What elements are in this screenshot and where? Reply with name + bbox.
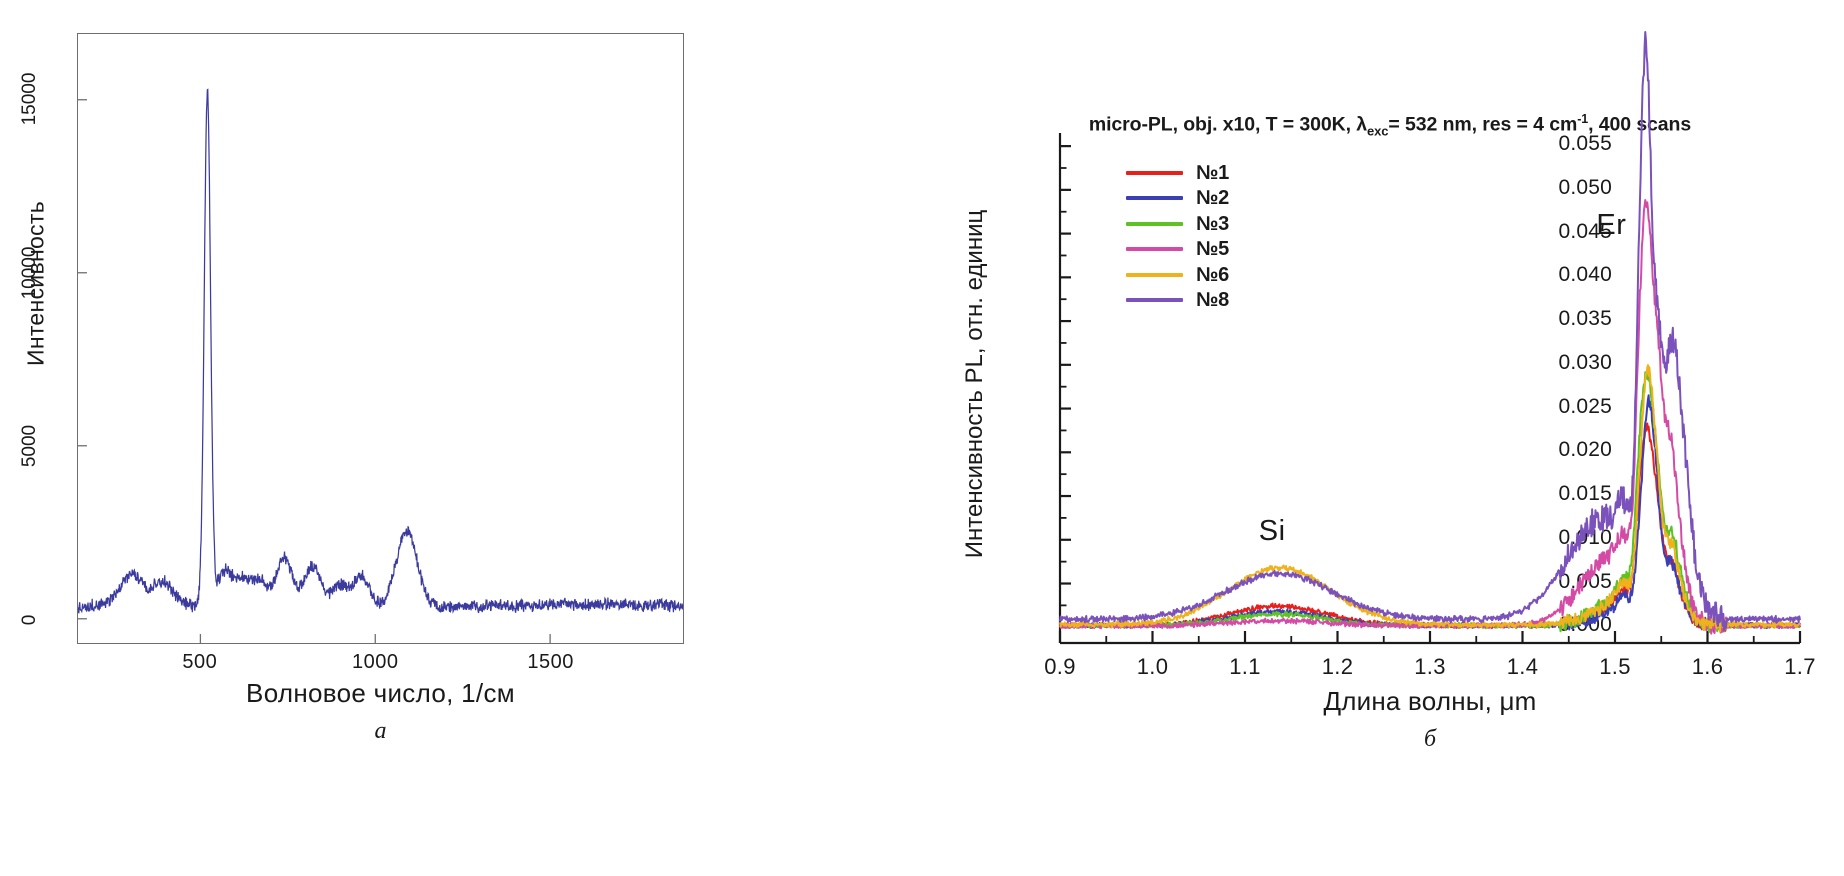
panel-b-xtick-label: 1.3	[1414, 654, 1446, 679]
legend-item[interactable]: №2	[1126, 186, 1229, 212]
legend-item[interactable]: №5	[1126, 237, 1229, 263]
panel-a-raman-curve	[78, 88, 683, 614]
lambda-subscript: exc	[1367, 123, 1389, 139]
panel-b-ytick-label: 0.015	[1558, 482, 1612, 506]
panel-b-ytick-label: 0.035	[1558, 307, 1612, 331]
legend-color-swatch	[1126, 170, 1183, 175]
peak-label-si: Si	[1258, 515, 1286, 548]
panel-b-xtick-label: 0.9	[1044, 654, 1076, 679]
pl-curve-no6	[1059, 364, 1801, 633]
panel-b-ytick-label: 0.005	[1558, 569, 1612, 593]
panel-b-axis-lines	[1058, 133, 1802, 645]
lambda-symbol: λ	[1356, 113, 1368, 136]
legend-item-label: №2	[1196, 187, 1230, 210]
panel-b-xtick-label: 1.4	[1506, 654, 1539, 679]
legend-item[interactable]: №1	[1126, 160, 1229, 186]
panel-a-ytick-label: 10000	[19, 246, 40, 299]
title-part-2: = 532 nm, res = 4 cm	[1388, 113, 1578, 136]
title-part-3: , 400 scans	[1588, 113, 1692, 136]
panel-b-ytick-label: 0.050	[1558, 175, 1612, 199]
panel-b-pl: micro-PL, obj. x10, T = 300K, λexc= 532 …	[830, 0, 1844, 876]
peak-label-er: Er	[1596, 209, 1627, 242]
cm-superscript: -1	[1577, 112, 1589, 126]
legend-item-label: №1	[1196, 161, 1230, 184]
panel-a-axis-ticks	[78, 99, 551, 643]
panel-b-xtick-label: 1.5	[1599, 654, 1631, 679]
panel-b-ytick-label: 0.025	[1558, 394, 1612, 418]
panel-b-xtick-label: 1.7	[1784, 654, 1816, 679]
panel-b-xtick-label: 1.0	[1136, 654, 1169, 679]
panel-b-ylabel: Интенсивность PL, отн. единиц	[961, 209, 988, 559]
pl-curve-no8	[1059, 31, 1801, 632]
title-part-1: micro-PL, obj. x10, T = 300K,	[1088, 113, 1357, 136]
panel-b-xlabel: Длина волны, μm	[1323, 686, 1537, 716]
panel-a-plot-area	[78, 88, 683, 643]
legend-item-label: №6	[1196, 263, 1230, 286]
legend-color-swatch	[1126, 196, 1183, 201]
panel-a-letter: а	[374, 718, 387, 744]
legend-color-swatch	[1126, 272, 1183, 277]
panel-b-plot-frame	[1058, 31, 1802, 645]
panel-b-ytick-label: 0.045	[1558, 219, 1612, 243]
legend-item[interactable]: №3	[1126, 211, 1229, 237]
legend-item-label: №8	[1196, 289, 1230, 312]
panel-b-ytick-label: 0.055	[1558, 132, 1612, 156]
panel-a-xtick-label: 1500	[527, 651, 574, 673]
panel-a-ytick-label: 5000	[19, 424, 40, 468]
panel-a-ytick-label: 15000	[19, 72, 40, 126]
panel-a-plot-frame	[77, 33, 684, 644]
panel-b-series-group	[1059, 31, 1801, 635]
panel-b-plot-area	[1058, 31, 1802, 645]
panel-b-ytick-label: 0.040	[1558, 263, 1612, 287]
panel-b-ytick-label: 0.020	[1558, 438, 1612, 462]
panel-a-xtick-label: 500	[182, 651, 218, 673]
panel-a-xlabel: Волновое число, 1/см	[246, 678, 515, 708]
pl-curve-no2	[1059, 394, 1801, 633]
legend-item-label: №3	[1196, 212, 1230, 235]
legend-color-swatch	[1126, 298, 1183, 303]
panel-b-title: micro-PL, obj. x10, T = 300K, λexc= 532 …	[950, 112, 1830, 138]
legend-item[interactable]: №8	[1126, 288, 1229, 314]
legend-item[interactable]: №6	[1126, 262, 1229, 288]
legend-item-label: №5	[1196, 238, 1230, 261]
panel-b-xtick-label: 1.2	[1321, 654, 1354, 679]
panel-b-ytick-label: 0.030	[1558, 350, 1612, 374]
panel-b-legend: №1 №2 №3 №5 №6 №8	[1126, 160, 1229, 313]
panel-a-xtick-label: 1000	[351, 651, 399, 673]
panel-b-xtick-label: 1.1	[1229, 654, 1261, 679]
legend-color-swatch	[1126, 247, 1183, 252]
panel-a-ytick-label: 0	[19, 614, 40, 625]
panel-b-xtick-label: 1.6	[1691, 654, 1724, 679]
panel-b-letter: б	[1423, 726, 1437, 752]
legend-color-swatch	[1126, 221, 1183, 226]
panel-a-raman: Интенсивность 0 5000 10000 15000 500 1000 150…	[0, 0, 830, 876]
